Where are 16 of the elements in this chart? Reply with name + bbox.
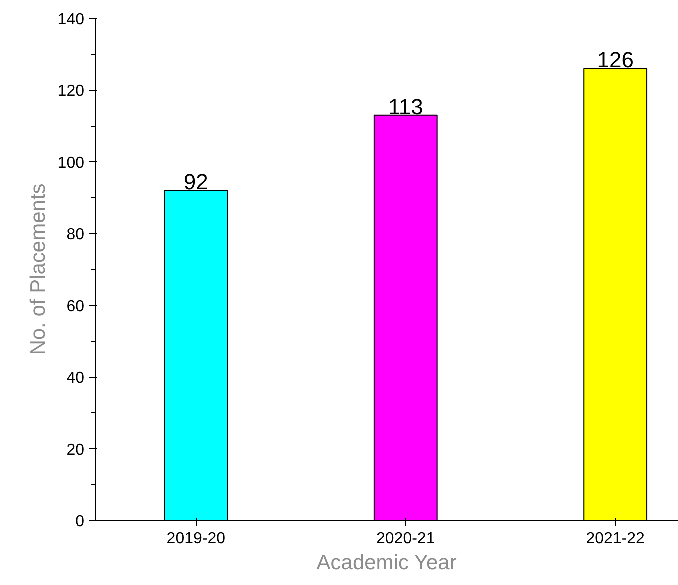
x-tick-label: 2021-22 <box>586 530 646 548</box>
x-tick-label: 2019-20 <box>166 530 226 548</box>
y-tick-label: 140 <box>58 12 85 28</box>
y-tick-label: 60 <box>66 298 85 316</box>
x-axis-title: Academic Year <box>316 552 457 574</box>
x-tick-label: 2020-21 <box>376 530 436 548</box>
y-axis-title: No. of Placements <box>26 184 50 356</box>
y-tick-label: 0 <box>76 514 85 530</box>
data-label: 126 <box>597 48 634 73</box>
data-label: 92 <box>184 170 208 195</box>
y-tick-label: 20 <box>66 442 85 459</box>
y-tick-label: 40 <box>66 370 85 388</box>
y-tick-label: 120 <box>58 83 85 100</box>
y-tick-label: 100 <box>58 154 85 172</box>
data-label: 113 <box>388 94 424 120</box>
y-tick-label: 80 <box>66 226 85 244</box>
